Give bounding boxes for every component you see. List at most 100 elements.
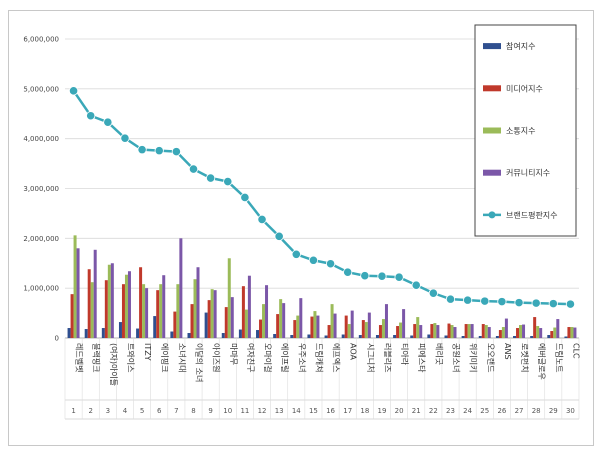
x-category-label: 블랙핑크 [92,343,102,372]
legend-label: 커뮤니티지수 [506,168,550,178]
line-point [86,111,96,121]
line-point [274,231,284,241]
y-axis: 0 1,000,000 2,000,000 3,000,000 4,000,000 5,0… [23,36,59,343]
x-rank-label: 10 [223,407,232,415]
x-rank-label: 18 [360,407,369,415]
x-rank-label: 21 [412,407,421,415]
bar [481,324,485,338]
bar [393,335,397,338]
bar [93,249,97,338]
bar [350,310,354,338]
legend-label: 브랜드평판지수 [506,210,558,220]
line-point [68,86,79,96]
x-category-label: 피에스타 [417,343,426,373]
x-category-label: 마마무 [229,343,238,365]
line-point [325,259,336,269]
x-category-label: 공원소녀 [452,343,461,372]
bar [436,325,440,338]
legend-label: 소통지수 [506,127,535,136]
x-rank-label: 9 [208,407,212,415]
x-category-label: ANS [503,343,512,360]
x-rank-label: 17 [343,407,352,415]
x-category-label: 레드벨벳 [75,343,85,372]
bar [276,314,280,338]
bar [450,325,454,338]
x-category-label: 러블리즈 [383,343,393,372]
bar [124,274,128,338]
x-category-label: ITZY [143,343,152,361]
line-point [206,173,216,183]
x-rank-label: 1 [71,407,75,415]
bar [539,328,543,338]
x-rank-label: 25 [480,407,489,415]
x-category-label: 아이즈원 [212,343,222,372]
bar [159,284,163,338]
bar [173,311,177,338]
bar [564,336,568,338]
line-point [497,297,507,307]
x-rank-label: 15 [309,407,318,415]
bar [384,304,388,338]
chart-frame: 0 1,000,000 2,000,000 3,000,000 4,000,000 5,0… [8,10,594,446]
x-rank-label: 30 [566,407,575,415]
bar [162,275,166,338]
bar [207,300,211,338]
bar [567,327,571,338]
x-category-label: 소녀시대 [177,343,186,372]
y-tick-label: 2,000,000 [23,235,59,243]
x-rank-label: 7 [174,407,178,415]
bar [381,319,385,338]
bar [262,304,266,338]
bar [307,334,311,338]
x-category-label: 베리굿 [434,343,443,365]
x-category-label: 에이핑크 [160,343,170,372]
bar [330,304,334,338]
x-category-label: AOA [349,343,358,360]
legend-label: 미디어지수 [506,83,543,93]
x-rank-label: 22 [429,407,438,415]
bar [487,327,491,338]
bar [196,267,200,338]
bar [273,334,277,338]
bar [296,315,300,338]
line-point [171,147,181,157]
bar [358,335,362,338]
x-rank-label: 16 [326,407,335,415]
bar-series [67,235,577,338]
y-tick-label: 1,000,000 [23,285,59,293]
x-category-label: 에버글로우 [537,343,547,380]
bar [416,317,420,338]
line-point [257,214,267,224]
bar [402,309,406,338]
line-point [411,280,421,290]
bar [361,320,365,338]
bar [399,322,403,338]
line-point [445,294,456,304]
bar [427,334,431,338]
x-category-label: 트와이스 [126,343,136,372]
line-point [394,272,404,282]
y-tick-label: 5,000,000 [23,85,59,93]
line-series [68,86,576,309]
brand-reputation-chart: 0 1,000,000 2,000,000 3,000,000 4,000,000 5,0… [23,24,580,420]
bar [556,319,560,338]
line-point [103,117,113,127]
bar [467,324,471,338]
x-rank-label: 8 [191,407,195,415]
bar [533,317,537,338]
x-category-label: 드림노트 [554,343,564,372]
bar [324,335,328,338]
bar [290,335,294,338]
line-point [565,299,576,309]
bar [341,334,345,338]
bar [87,269,91,338]
x-category-label: 위키미키 [469,343,478,372]
legend-swatch [483,85,501,92]
bar [104,280,108,338]
bar [430,324,434,338]
bar [364,322,368,338]
bar [193,279,197,338]
bar [244,309,248,338]
bar [333,313,337,338]
line-point [343,267,353,277]
